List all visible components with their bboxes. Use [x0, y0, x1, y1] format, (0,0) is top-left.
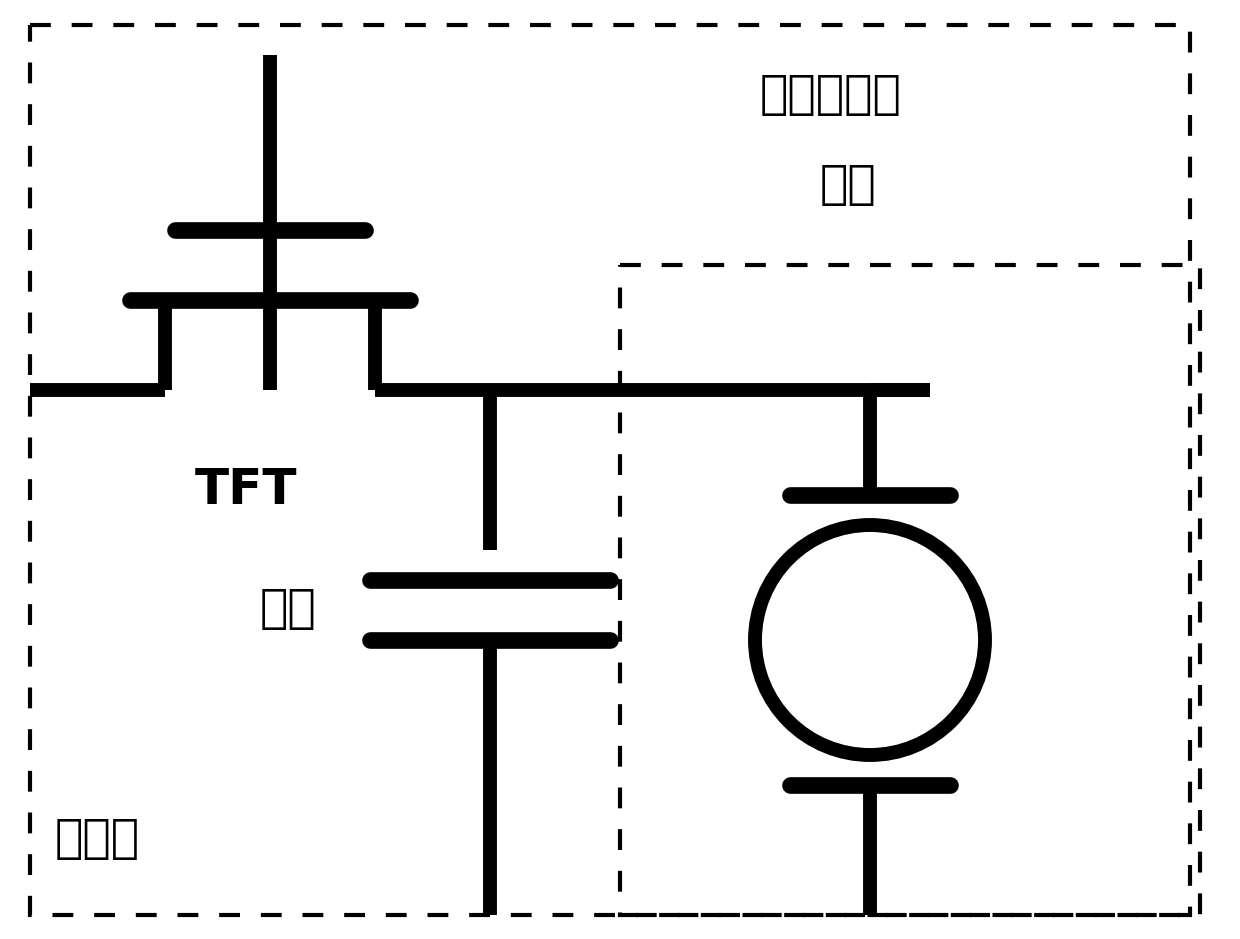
Text: TFT: TFT [195, 466, 298, 514]
Text: 微流体通道: 微流体通道 [760, 72, 901, 117]
Text: 器件: 器件 [820, 162, 877, 208]
Text: 电容: 电容 [260, 588, 316, 633]
Bar [620, 265, 1200, 915]
Text: 控制区: 控制区 [55, 818, 140, 863]
